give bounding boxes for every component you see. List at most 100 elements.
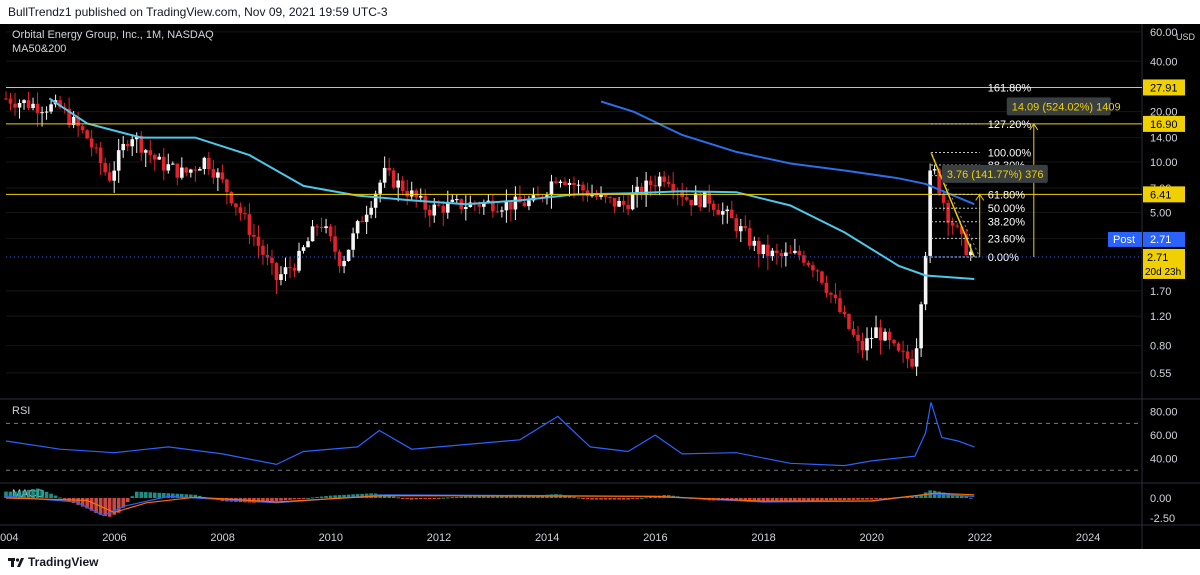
rsi-axis-tick-label: 80.00 (1150, 407, 1178, 419)
candle-body (396, 180, 400, 188)
candle-body (711, 203, 716, 210)
macd-histogram-bar (432, 498, 437, 499)
macd-histogram-bar (414, 498, 419, 500)
candle-body (738, 226, 743, 232)
macd-histogram-bar (17, 491, 22, 498)
candle-body (265, 254, 270, 258)
candle-body (441, 205, 446, 213)
macd-histogram-bar (130, 496, 135, 498)
candle-body (941, 193, 946, 203)
candle-body (94, 147, 98, 149)
time-axis-tick-label: 2014 (535, 532, 559, 544)
macd-histogram-bar (473, 496, 477, 498)
macd-histogram-bar (630, 498, 635, 500)
measure-box (941, 164, 1048, 183)
candle-body (932, 169, 937, 171)
macd-histogram-bar (31, 489, 35, 498)
macd-histogram-bar (599, 498, 603, 500)
macd-histogram-bar (815, 498, 820, 501)
symbol-legend: Orbital Energy Group, Inc., 1M, NASDAQ (12, 29, 214, 41)
macd-histogram-bar (869, 498, 874, 500)
candle-body (635, 186, 639, 195)
macd-axis-tick-label: -2.50 (1150, 513, 1175, 525)
macd-histogram-bar (261, 498, 265, 503)
macd-histogram-bar (8, 491, 13, 498)
price-axis-tick-label: 60.00 (1150, 27, 1178, 39)
candle-body (405, 191, 410, 197)
candle-body (211, 169, 216, 178)
macd-histogram-bar (797, 498, 802, 501)
macd-histogram-bar (567, 496, 572, 498)
candle-body (279, 274, 283, 280)
last-price-label: 2.71 (1147, 252, 1168, 264)
candle-body (883, 331, 887, 341)
candle-body (436, 204, 441, 206)
candle-body (121, 143, 126, 151)
candle-body (621, 200, 626, 205)
macd-histogram-bar (270, 498, 274, 502)
candle-body (910, 358, 914, 367)
candle-body (806, 262, 811, 266)
candle-body (522, 202, 527, 207)
macd-histogram-bar (175, 493, 180, 498)
candle-body (89, 138, 94, 148)
macd-histogram-bar (139, 491, 144, 498)
candle-body (342, 260, 346, 267)
candle-body (513, 196, 518, 210)
price-axis-tick-label: 0.55 (1150, 368, 1171, 380)
candle-body (328, 226, 333, 237)
trend-line[interactable] (930, 152, 975, 258)
candle-body (820, 271, 824, 283)
macd-histogram-bar (292, 498, 297, 500)
candle-body (8, 98, 13, 104)
candle-body (400, 180, 405, 192)
price-axis-unit: USD (1176, 32, 1196, 42)
candle-body (959, 226, 964, 235)
macd-histogram-bar (748, 498, 752, 501)
candle-body (964, 234, 968, 256)
macd-histogram-bar (955, 494, 959, 498)
macd-histogram-bar (531, 495, 536, 498)
macd-histogram-bar (811, 498, 815, 501)
chart-area[interactable]: 60.0040.0020.0014.0010.007.005.003.501.7… (0, 24, 1200, 549)
candle-body (594, 195, 599, 197)
macd-histogram-bar (333, 495, 337, 498)
publisher-bar: BullTrendz1 published on TradingView.com… (0, 0, 1200, 24)
time-axis-tick-label: 2016 (643, 532, 667, 544)
candle-body (702, 191, 707, 208)
candle-body (22, 100, 26, 104)
candle-body (644, 180, 648, 195)
candle-body (297, 250, 301, 271)
candle-body (919, 304, 923, 349)
candle-body (391, 170, 396, 188)
candle-body (662, 176, 666, 182)
price-axis-tick-label: 5.00 (1150, 207, 1171, 219)
candle-body (445, 201, 450, 213)
macd-histogram-bar (572, 496, 576, 498)
candle-body (180, 167, 184, 178)
candle-body (914, 348, 919, 367)
candle-body (968, 251, 973, 256)
bar-countdown-label: 20d 23h (1145, 267, 1181, 278)
candle-body (549, 181, 554, 196)
macd-histogram-bar (315, 497, 319, 498)
candle-body (310, 226, 315, 242)
candle-body (811, 265, 815, 271)
candle-body (301, 247, 306, 251)
macd-histogram-bar (405, 498, 410, 499)
moving-average-line (48, 97, 975, 280)
price-chart[interactable]: 60.0040.0020.0014.0010.007.005.003.501.7… (0, 24, 1200, 549)
candle-body (337, 251, 342, 267)
candle-body (869, 338, 874, 340)
macd-histogram-bar (500, 496, 504, 498)
candle-body (901, 350, 905, 352)
fib-level-label: 23.60% (988, 233, 1026, 245)
candle-body (112, 170, 116, 181)
moving-average-line (600, 100, 975, 206)
candle-body (202, 157, 207, 170)
macd-histogram-bar (838, 498, 842, 501)
macd-histogram-bar (491, 496, 495, 498)
macd-histogram-bar (621, 498, 626, 500)
candle-body (67, 108, 71, 125)
macd-histogram-bar (513, 496, 518, 498)
